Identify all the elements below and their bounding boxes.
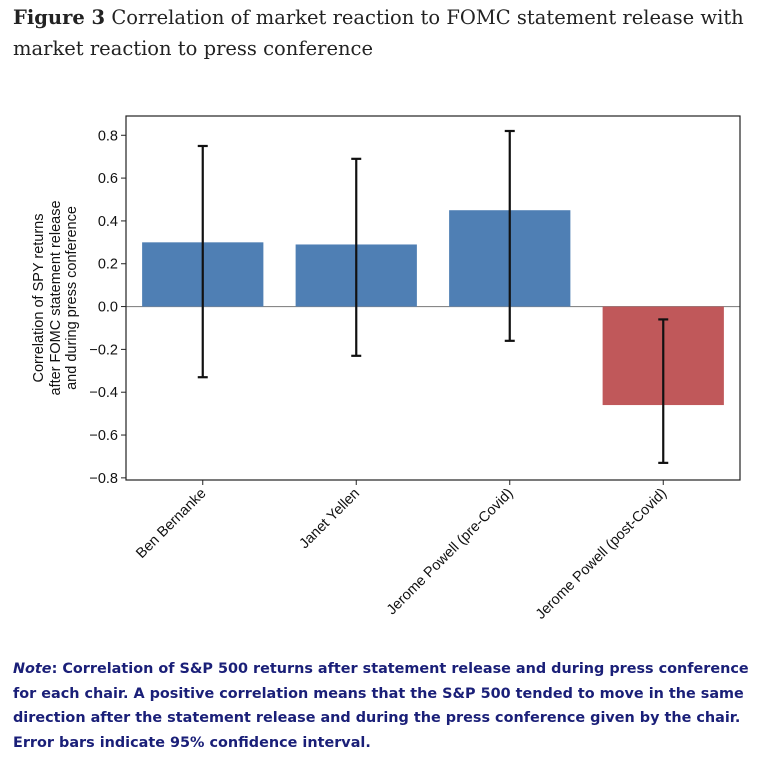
y-axis-label: Correlation of SPY returns after FOMC sta… xyxy=(31,200,80,395)
y-axis-label-line: after FOMC statement release xyxy=(48,200,64,395)
plot-frame xyxy=(125,115,741,481)
y-tick-label: 0.4 xyxy=(98,214,118,230)
x-tick-label: Jerome Powell (post-Covid) xyxy=(533,486,670,623)
x-tick-label: Janet Yellen xyxy=(296,486,363,553)
figure-label: Figure 3 xyxy=(13,6,106,29)
y-axis-label-line: and during press conference xyxy=(64,206,80,390)
bar-chart: Correlation of SPY returns after FOMC sta… xyxy=(31,115,741,623)
note-label: Note xyxy=(13,661,52,677)
error-bars xyxy=(197,129,669,464)
x-tick-label: Jerome Powell (pre-Covid) xyxy=(384,486,517,619)
y-tick-label: −0.2 xyxy=(89,342,118,358)
x-tick-label: Ben Bernanke xyxy=(133,486,209,562)
y-tick-label: 0.2 xyxy=(98,257,118,273)
x-axis-ticks: Ben Bernanke Janet Yellen Jerome Powell (p… xyxy=(133,480,670,623)
y-tick-label: 0.8 xyxy=(98,128,118,144)
y-tick-label: 0.6 xyxy=(98,171,118,187)
y-tick-label: −0.6 xyxy=(89,428,118,444)
y-tick-label: −0.4 xyxy=(89,385,118,401)
figure-title: Correlation of market reaction to FOMC s… xyxy=(13,6,744,60)
y-tick-label: 0.0 xyxy=(98,300,118,316)
figure-caption: Figure 3 Correlation of market reaction … xyxy=(13,2,753,64)
y-axis-label-line: Correlation of SPY returns xyxy=(31,214,47,383)
bars xyxy=(142,210,724,406)
y-tick-label: −0.8 xyxy=(89,471,118,487)
y-axis-ticks: 0.8 0.6 0.4 0.2 0.0 −0.2 −0.4 −0.6 −0.8 xyxy=(89,128,740,487)
chart-note: Note: Correlation of S&P 500 returns aft… xyxy=(13,657,773,755)
note-text: : Correlation of S&P 500 returns after s… xyxy=(13,661,749,751)
